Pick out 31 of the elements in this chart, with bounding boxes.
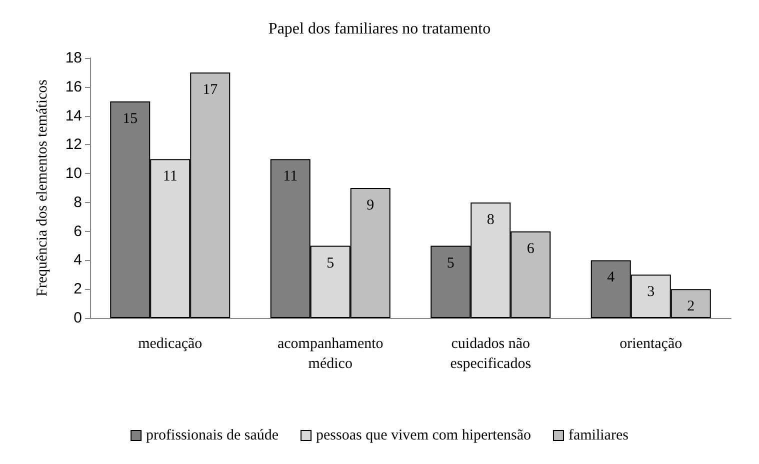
x-tick-label: medicação	[138, 336, 202, 352]
y-axis-title: Frequência dos elementos temáticos	[34, 79, 50, 297]
data-label: 3	[647, 284, 655, 300]
y-tick-label: 4	[74, 252, 82, 269]
y-tick-label: 12	[65, 136, 82, 154]
data-label: 8	[486, 212, 494, 228]
data-label: 9	[366, 198, 374, 214]
data-label: 2	[687, 298, 695, 315]
data-label: 5	[446, 255, 454, 272]
x-tick-label: acompanhamento médico	[277, 336, 384, 372]
y-tick-label: 10	[65, 165, 82, 182]
legend-label: familiares	[568, 428, 629, 444]
y-tick-label: 8	[74, 194, 82, 211]
data-label: 11	[162, 168, 178, 185]
x-tick-label: cuidados não especificados	[450, 336, 532, 372]
y-tick-label: 16	[65, 78, 82, 96]
chart-title: Papel dos familiares no tratamento	[268, 20, 491, 38]
data-label: 15	[122, 110, 138, 127]
data-label: 4	[607, 270, 616, 286]
y-tick-label: 18	[65, 50, 82, 66]
y-tick-label: 2	[74, 280, 82, 298]
x-tick-label: orientação	[620, 336, 682, 352]
legend-label: profissionais de saúde	[146, 428, 279, 444]
y-tick-label: 14	[65, 107, 82, 124]
y-tick-label: 0	[74, 310, 82, 326]
data-label: 6	[526, 240, 535, 257]
legend-label: pessoas que vivem com hipertensão	[316, 428, 531, 444]
data-label: 17	[202, 82, 218, 98]
data-label: 11	[283, 168, 298, 185]
y-tick-label: 6	[74, 222, 82, 240]
data-label: 5	[326, 255, 334, 272]
